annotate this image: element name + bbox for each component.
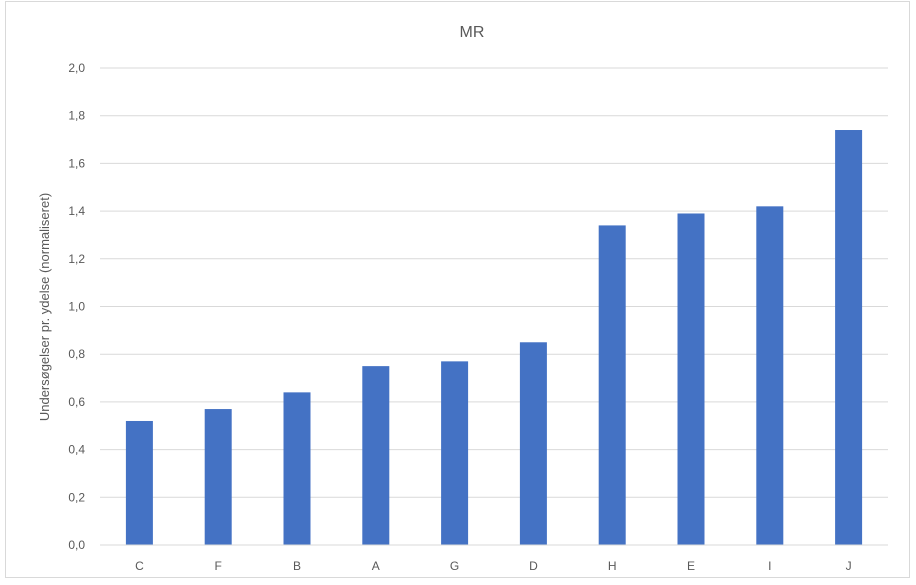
y-tick-label: 1,8 [68,109,85,123]
x-tick-label-D: D [529,559,538,573]
y-tick-label: 1,4 [68,204,85,218]
x-tick-label-F: F [215,559,222,573]
y-tick-label: 0,4 [68,443,85,457]
x-tick-label-A: A [372,559,380,573]
y-tick-label: 0,0 [68,538,85,552]
x-tick-label-I: I [768,559,771,573]
bar-B [283,392,311,545]
x-tick-label-B: B [293,559,301,573]
bar-E [677,213,705,546]
bar-I [756,206,784,545]
x-tick-label-H: H [608,559,617,573]
bar-A [362,366,390,545]
bar-F [204,409,232,545]
y-tick-label: 0,8 [68,347,85,361]
chart-title: MR [460,24,485,41]
bars [125,130,863,546]
x-tick-label-G: G [450,559,459,573]
y-tick-labels: 0,0 0,2 0,4 0,6 0,8 1,0 1,2 1,4 1,6 1,8 2,0 [68,61,85,552]
y-tick-label: 1,6 [68,156,85,170]
x-tick-label-J: J [846,559,852,573]
y-axis-label: Undersøgelser pr. ydelse (normaliseret) [37,193,52,421]
y-tick-label: 0,6 [68,395,85,409]
bar-G [441,361,469,545]
x-tick-label-C: C [135,559,144,573]
y-tick-label: 2,0 [68,61,85,75]
bar-C [125,420,153,545]
x-tick-label-E: E [687,559,695,573]
bar-H [598,225,626,545]
y-tick-label: 1,2 [68,252,85,266]
bar-J [835,130,863,545]
bar-D [519,342,547,545]
y-tick-label: 0,2 [68,490,85,504]
y-tick-label: 1,0 [68,300,85,314]
